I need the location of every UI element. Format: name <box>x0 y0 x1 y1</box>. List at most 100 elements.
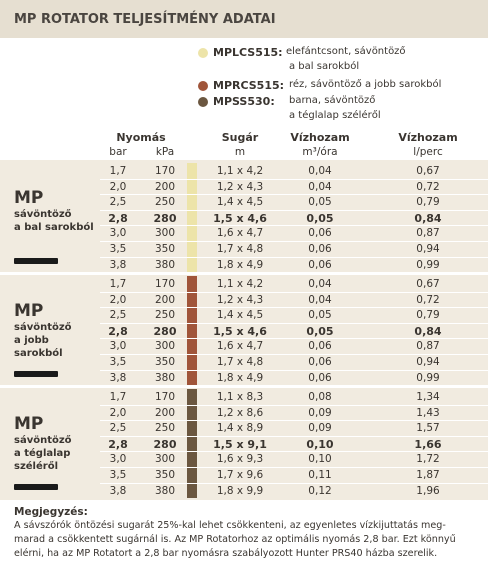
cell: 1,1 x 8,3 <box>216 391 264 403</box>
note-line: elérni, ha az MP Rotatort a 2,8 bar nyom… <box>14 548 438 559</box>
col-header: Vízhozam <box>398 131 458 144</box>
title: MP ROTATOR TELJESÍTMÉNY ADATAI <box>14 12 276 27</box>
nozzle-icon <box>14 257 58 264</box>
cell: 0,09 <box>308 406 332 419</box>
legend-text: réz, sávöntöző a jobb sarokból <box>289 79 442 90</box>
cell: 0,06 <box>308 356 332 368</box>
row-line <box>100 322 488 324</box>
group-label: sávöntöző <box>14 209 72 220</box>
legend-dot <box>198 97 208 107</box>
row-line <box>100 404 488 406</box>
legend-code: MPRCS515: <box>213 79 285 92</box>
cell: 0,87 <box>416 340 440 353</box>
cell: 0,06 <box>308 258 332 271</box>
col-unit: kPa <box>155 146 175 158</box>
cell: 3,0 <box>109 340 127 353</box>
row-line <box>100 420 488 422</box>
cell: 1,66 <box>414 437 442 451</box>
note-line: marad a csökkentett sugárnál is. Az MP R… <box>14 534 456 545</box>
cell: 1,87 <box>416 469 440 481</box>
color-stripe <box>187 163 197 273</box>
legend-code: MPLCS515: <box>213 46 283 59</box>
cell: 1,7 <box>109 165 127 177</box>
group-divider <box>0 385 488 388</box>
cell: 250 <box>154 309 176 322</box>
group-label: a jobb <box>14 335 49 346</box>
cell: 250 <box>154 422 176 435</box>
group-label: sarokból <box>14 348 63 359</box>
cell: 0,10 <box>308 453 332 466</box>
cell: 1,2 x 8,6 <box>216 406 264 419</box>
cell: 3,8 <box>109 371 127 384</box>
legend-text: a téglalap széléről <box>289 110 381 121</box>
cell: 2,8 <box>108 437 128 451</box>
cell: 2,0 <box>109 180 127 193</box>
table-bg <box>0 160 488 500</box>
legend-text: a bal sarokból <box>289 61 360 72</box>
cell: 0,09 <box>308 422 332 435</box>
cell: 3,8 <box>109 258 127 271</box>
cell: 0,72 <box>416 180 440 193</box>
cell: 0,84 <box>414 211 442 225</box>
cell: 0,11 <box>308 469 332 481</box>
cell: 0,05 <box>306 324 334 338</box>
row-line <box>100 338 488 340</box>
cell: 170 <box>154 165 176 177</box>
legend-dot <box>198 81 208 91</box>
cell: 380 <box>154 258 176 271</box>
cell: 0,04 <box>308 293 332 306</box>
cell: 0,84 <box>414 324 442 338</box>
row-line <box>100 225 488 227</box>
cell: 1,2 x 4,3 <box>216 180 264 193</box>
cell: 1,6 x 4,7 <box>216 340 264 353</box>
cell: 1,4 x 8,9 <box>216 422 264 435</box>
cell: 1,7 <box>109 391 127 403</box>
cell: 2,8 <box>108 211 128 225</box>
cell: 0,05 <box>306 211 334 225</box>
cell: 0,67 <box>416 165 440 177</box>
cell: 1,7 x 4,8 <box>216 243 264 255</box>
cell: 1,1 x 4,2 <box>216 278 264 290</box>
cell: 1,34 <box>416 391 440 403</box>
cell: 2,0 <box>109 406 127 419</box>
legend-text: elefántcsont, sávöntöző <box>286 46 406 57</box>
cell: 0,06 <box>308 340 332 353</box>
cell: 380 <box>154 484 176 497</box>
cell: 1,72 <box>416 453 440 466</box>
col-header: Nyomás <box>116 131 166 144</box>
cell: 0,10 <box>306 437 334 451</box>
nozzle-icon <box>14 483 58 490</box>
cell: 0,99 <box>416 258 440 271</box>
cell: 2,8 <box>108 324 128 338</box>
cell: 1,7 <box>109 278 127 290</box>
cell: 3,0 <box>109 453 127 466</box>
group-label: sávöntöző <box>14 435 72 446</box>
cell: 2,0 <box>109 293 127 306</box>
cell: 0,04 <box>308 180 332 193</box>
cell: 170 <box>154 391 176 403</box>
group-label: a téglalap <box>14 448 71 459</box>
group-label: a bal sarokból <box>14 222 94 233</box>
cell: 0,87 <box>416 227 440 240</box>
cell: 280 <box>153 211 177 225</box>
cell: 1,1 x 4,2 <box>216 165 264 177</box>
cell: 3,5 <box>109 469 127 481</box>
cell: 1,8 x 9,9 <box>216 484 264 497</box>
cell: 2,5 <box>109 422 127 435</box>
cell: 1,7 x 4,8 <box>216 356 264 368</box>
color-stripe <box>187 389 197 499</box>
legend-code: MPSS530: <box>213 95 275 108</box>
row-line <box>100 291 488 293</box>
cell: 1,8 x 4,9 <box>216 371 264 384</box>
cell: 200 <box>154 180 176 193</box>
row-line <box>100 354 488 355</box>
row-line <box>100 369 488 371</box>
cell: 2,5 <box>109 309 127 322</box>
group-label: sávöntöző <box>14 322 72 333</box>
cell: 3,0 <box>109 227 127 240</box>
cell: 350 <box>154 243 176 255</box>
cell: 200 <box>154 406 176 419</box>
color-stripe <box>187 276 197 386</box>
cell: 0,05 <box>308 309 332 322</box>
